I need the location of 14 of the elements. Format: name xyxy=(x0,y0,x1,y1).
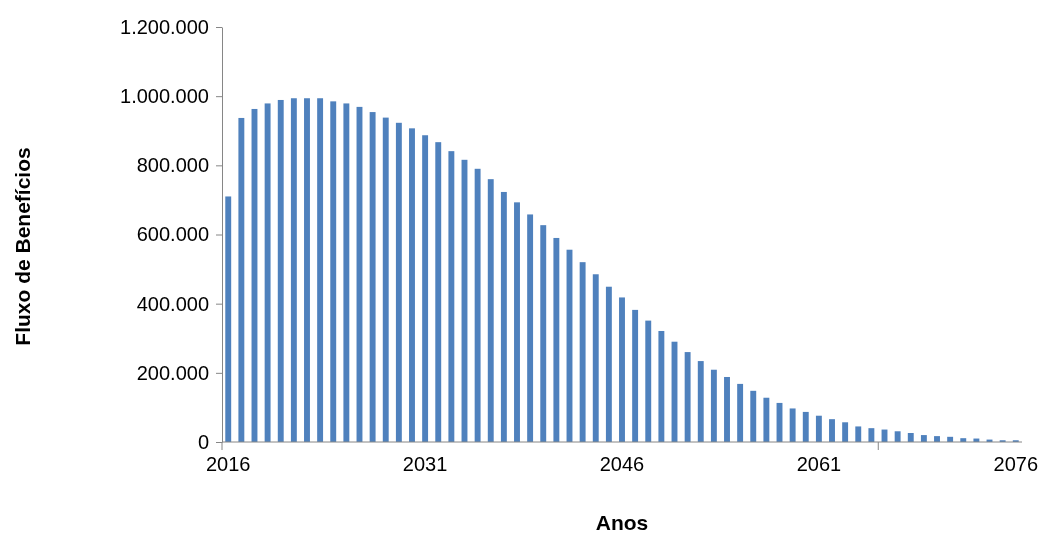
x-tick-label: 2016 xyxy=(205,453,251,475)
x-tick-label: 2031 xyxy=(402,453,448,475)
y-tick-label: 1.200.000 xyxy=(120,15,209,38)
x-axis-title: Anos xyxy=(595,511,649,534)
y-tick-label: 600.000 xyxy=(136,223,209,246)
x-tick-label: 2046 xyxy=(599,453,645,475)
y-axis-title: Fluxo de Benefícios xyxy=(11,147,34,346)
y-tick-label: 200.000 xyxy=(136,361,209,384)
y-tick-label: 800.000 xyxy=(136,154,209,177)
x-tick-label: 2076 xyxy=(993,453,1039,475)
y-tick-label: 0 xyxy=(197,430,209,453)
x-tick-label: 2061 xyxy=(796,453,842,475)
y-tick-label: 1.000.000 xyxy=(120,85,209,108)
y-tick-label: 400.000 xyxy=(136,292,209,315)
